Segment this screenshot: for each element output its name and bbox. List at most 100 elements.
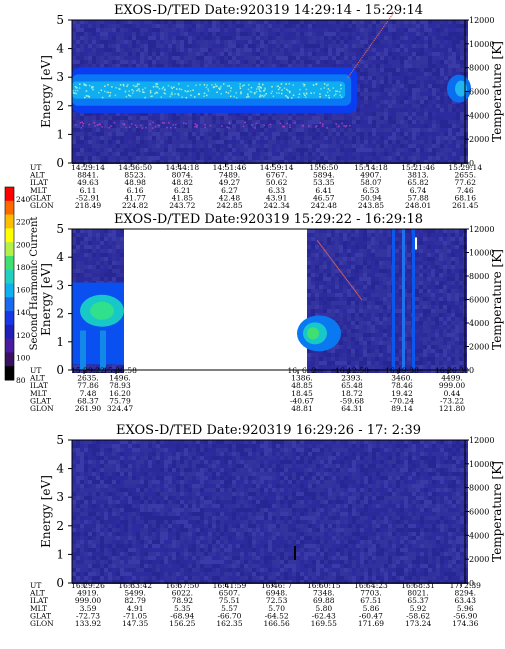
spectrogram-cell xyxy=(264,160,268,164)
spectrogram-cell xyxy=(448,40,452,44)
spectrogram-cell xyxy=(128,112,132,116)
spectrogram-cell xyxy=(384,44,388,48)
spectrogram-cell xyxy=(108,136,112,140)
spectrogram-cell xyxy=(335,257,339,261)
orbit-cell: 50.62 xyxy=(266,178,288,187)
spectrogram-cell xyxy=(100,116,104,120)
spectrogram-cell xyxy=(336,60,340,64)
spectrogram-cell xyxy=(412,152,416,156)
spectrogram-cell xyxy=(384,116,388,120)
spectrogram-cell xyxy=(268,116,272,120)
spectrogram-cell xyxy=(96,60,100,64)
spectrogram-cell xyxy=(424,104,428,108)
noise-speck xyxy=(94,125,96,127)
spectrogram-cell xyxy=(460,64,464,68)
spectrogram-cell xyxy=(336,28,340,32)
spectrogram-cell xyxy=(72,148,76,152)
spectrogram-cell xyxy=(308,120,312,124)
spectrogram-cell xyxy=(464,156,468,160)
spectrogram-cell xyxy=(460,128,464,132)
spectrogram-cell xyxy=(320,124,324,128)
spectrogram-cell xyxy=(116,253,120,257)
spectrogram-cell xyxy=(260,44,264,48)
spectrogram-cell xyxy=(280,124,284,128)
spectrogram-cell xyxy=(376,120,380,124)
spectrogram-cell xyxy=(444,100,448,104)
spectrogram-cell xyxy=(448,48,452,52)
spectrogram-cell xyxy=(132,40,136,44)
spectrogram-cell xyxy=(260,52,264,56)
spectrogram-cell xyxy=(399,241,403,245)
spectrogram-cell xyxy=(204,28,208,32)
spectrogram-cell xyxy=(248,20,252,24)
spectrogram-cell xyxy=(416,132,420,136)
orbit-cell: 248.01 xyxy=(405,201,431,210)
spectrogram-cell xyxy=(348,60,352,64)
spectrogram-cell xyxy=(439,241,443,245)
spectrogram-cell xyxy=(356,112,360,116)
spectrogram-cell xyxy=(420,132,424,136)
spectrogram-cell xyxy=(340,44,344,48)
orbit-cell: 48.98 xyxy=(124,178,146,187)
spectrogram-cell xyxy=(348,160,352,164)
spectrogram-cell xyxy=(256,36,260,40)
spectrogram-cell xyxy=(296,152,300,156)
spectrogram-cell xyxy=(296,60,300,64)
spectrogram-cell xyxy=(376,160,380,164)
spectrogram-cell xyxy=(308,36,312,40)
spectrogram-cell xyxy=(120,124,124,128)
spectrogram-cell xyxy=(424,36,428,40)
spectrogram-cell xyxy=(140,160,144,164)
spectrogram-cell xyxy=(188,60,192,64)
spectrogram-cell xyxy=(408,124,412,128)
spectrogram-cell xyxy=(359,273,363,277)
noise-speck xyxy=(204,126,206,129)
spectrogram-cell xyxy=(176,20,180,24)
spectrogram-cell xyxy=(268,32,272,36)
spectrogram-cell xyxy=(404,68,408,72)
spectrogram-cell xyxy=(444,140,448,144)
spectrogram-cell xyxy=(324,48,328,52)
spectrogram-cell xyxy=(204,132,208,136)
spectrogram-cell xyxy=(288,40,292,44)
spectrogram-cell xyxy=(412,72,416,76)
spectrogram-cell xyxy=(408,48,412,52)
spectrogram-cell xyxy=(292,128,296,132)
noise-speck xyxy=(135,126,138,128)
spectrogram-cell xyxy=(304,32,308,36)
spectrogram-cell xyxy=(308,156,312,160)
spectrogram-cell xyxy=(128,20,132,24)
spectrogram-cell xyxy=(336,40,340,44)
band-speck xyxy=(78,87,81,89)
spectrogram-cell xyxy=(316,60,320,64)
spectrogram-cell xyxy=(104,56,108,60)
spectrogram-cell xyxy=(164,32,168,36)
spectrogram-cell xyxy=(276,60,280,64)
spectrogram-cell xyxy=(136,124,140,128)
spectrogram-cell xyxy=(136,132,140,136)
spectrogram-cell xyxy=(208,116,212,120)
band-speck xyxy=(225,91,228,93)
spectrogram-cell xyxy=(407,253,411,257)
spectrogram-cell xyxy=(407,249,411,253)
spectrogram-cell xyxy=(395,229,399,233)
spectrogram-cell xyxy=(420,88,424,92)
orbit-cell: 224.82 xyxy=(122,201,148,210)
spectrogram-cell xyxy=(212,40,216,44)
spectrogram-cell xyxy=(340,24,344,28)
spectrogram-cell xyxy=(460,116,464,120)
spectrogram-cell xyxy=(440,136,444,140)
orbit-cell: 218.49 xyxy=(75,201,101,210)
spectrogram-cell xyxy=(280,32,284,36)
spectrogram-cell xyxy=(132,44,136,48)
spectrogram-cell xyxy=(428,84,432,88)
spectrogram-cell xyxy=(428,156,432,160)
spectrogram-cell xyxy=(200,112,204,116)
spectrogram-cell xyxy=(276,44,280,48)
spectrogram-cell xyxy=(276,56,280,60)
spectrogram-cell xyxy=(100,56,104,60)
spectrogram-cell xyxy=(140,116,144,120)
spectrogram-cell xyxy=(415,265,419,269)
orbit-cell: 68.16 xyxy=(455,193,477,202)
spectrogram-cell xyxy=(164,132,168,136)
